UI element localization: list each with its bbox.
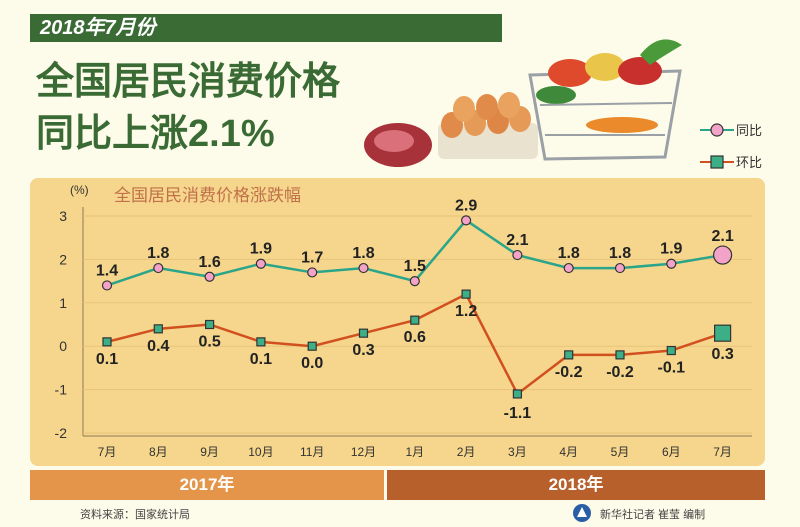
y-tick-label: 1 bbox=[59, 295, 67, 311]
mom-data-label: 0.1 bbox=[96, 351, 118, 368]
x-tick-label: 8月 bbox=[149, 445, 168, 459]
mom-point bbox=[615, 350, 625, 360]
yoy-data-label: 2.1 bbox=[506, 232, 528, 249]
mom-data-label: 0.4 bbox=[147, 338, 169, 355]
yoy-point bbox=[712, 245, 733, 265]
grocery-illustration-icon bbox=[364, 39, 682, 167]
x-tick-label: 9月 bbox=[200, 445, 219, 459]
yoy-point bbox=[307, 267, 318, 278]
y-tick-label: -2 bbox=[55, 425, 68, 441]
yoy-point bbox=[461, 215, 472, 226]
x-tick-label: 12月 bbox=[351, 445, 376, 459]
mom-point bbox=[102, 337, 112, 347]
yoy-point bbox=[204, 271, 215, 282]
year-2017-bar: 2017年 bbox=[30, 470, 384, 500]
yoy-point bbox=[563, 262, 574, 274]
mom-data-label: 0.0 bbox=[301, 355, 323, 372]
yoy-data-label: 2.9 bbox=[455, 197, 477, 214]
x-tick-label: 7月 bbox=[98, 445, 117, 459]
legend-mom: 环比 bbox=[700, 152, 790, 172]
yoy-point bbox=[614, 262, 626, 274]
yoy-data-label: 1.9 bbox=[250, 241, 272, 258]
yoy-data-label: 1.5 bbox=[404, 258, 426, 275]
mom-data-label: 0.3 bbox=[711, 346, 733, 363]
x-tick-label: 1月 bbox=[405, 445, 424, 459]
mom-point bbox=[666, 345, 676, 356]
mom-point bbox=[307, 341, 317, 351]
x-tick-label: 2月 bbox=[457, 445, 476, 459]
footer-credit: 新华社记者 崔莹 编制 bbox=[600, 509, 706, 521]
yoy-point bbox=[101, 280, 113, 291]
yoy-point bbox=[512, 249, 523, 261]
legend-mom-label: 环比 bbox=[736, 155, 763, 170]
yoy-data-label: 1.4 bbox=[96, 262, 118, 279]
mom-point bbox=[713, 324, 732, 342]
yoy-point bbox=[409, 276, 420, 287]
y-tick-label: 0 bbox=[59, 338, 67, 354]
mom-point bbox=[410, 315, 420, 325]
mom-data-label: 0.3 bbox=[352, 342, 374, 359]
mom-data-label: 0.5 bbox=[198, 334, 220, 351]
x-tick-label: 6月 bbox=[662, 445, 681, 459]
yoy-data-label: 1.8 bbox=[147, 245, 169, 262]
x-tick-label: 3月 bbox=[508, 445, 527, 459]
mom-point bbox=[358, 328, 369, 338]
mom-data-label: -1.1 bbox=[504, 405, 532, 422]
legend-yoy-marker-icon bbox=[700, 123, 734, 137]
y-axis-unit: (%) bbox=[70, 183, 89, 197]
yoy-data-label: 1.8 bbox=[558, 245, 580, 262]
xinhua-logo-icon bbox=[573, 504, 591, 522]
chart-title: 全国居民消费价格涨跌幅 bbox=[114, 186, 301, 205]
mom-data-label: -0.2 bbox=[555, 364, 583, 381]
yoy-point bbox=[666, 258, 677, 269]
headline-line2: 同比上涨2.1% bbox=[36, 113, 275, 155]
date-banner: 2018年7月份 bbox=[30, 14, 502, 42]
mom-data-label: 0.6 bbox=[404, 329, 426, 346]
mom-data-label: 1.2 bbox=[455, 303, 477, 320]
y-tick-label: 3 bbox=[59, 208, 67, 224]
yoy-point bbox=[255, 258, 266, 269]
yoy-data-label: 1.8 bbox=[609, 245, 631, 262]
mom-data-label: 0.1 bbox=[250, 351, 272, 368]
x-tick-label: 4月 bbox=[559, 445, 578, 459]
yoy-data-label: 2.1 bbox=[711, 228, 733, 245]
mom-data-label: -0.1 bbox=[658, 360, 686, 377]
x-tick-label: 10月 bbox=[248, 445, 273, 459]
mom-point bbox=[153, 324, 163, 334]
y-tick-label: 2 bbox=[59, 251, 67, 267]
mom-data-label: -0.2 bbox=[606, 364, 634, 381]
x-tick-label: 5月 bbox=[611, 445, 630, 459]
mom-point bbox=[461, 289, 471, 299]
chart-panel bbox=[30, 178, 765, 466]
x-tick-label: 11月 bbox=[300, 445, 324, 459]
yoy-point bbox=[358, 262, 369, 274]
mom-point bbox=[205, 319, 215, 330]
x-tick-label: 7月 bbox=[713, 445, 732, 459]
egg-tray-icon bbox=[438, 92, 538, 159]
year-2018-bar: 2018年 bbox=[387, 470, 765, 500]
yoy-data-label: 1.9 bbox=[660, 241, 682, 258]
mom-point bbox=[256, 337, 266, 347]
legend-yoy-label: 同比 bbox=[736, 123, 763, 138]
y-tick-label: -1 bbox=[55, 382, 68, 398]
mom-point bbox=[564, 350, 574, 360]
yoy-point bbox=[153, 262, 164, 274]
basket-icon bbox=[528, 39, 682, 161]
footer-source: 资料来源：国家统计局 bbox=[80, 509, 190, 521]
meat-icon bbox=[364, 123, 432, 167]
legend-yoy: 同比 bbox=[700, 120, 790, 140]
yoy-data-label: 1.8 bbox=[352, 245, 374, 262]
headline-line1: 全国居民消费价格 bbox=[36, 61, 341, 103]
legend-mom-marker-icon bbox=[700, 155, 734, 169]
mom-point bbox=[512, 389, 523, 399]
yoy-data-label: 1.7 bbox=[301, 249, 323, 266]
yoy-data-label: 1.6 bbox=[198, 254, 220, 271]
